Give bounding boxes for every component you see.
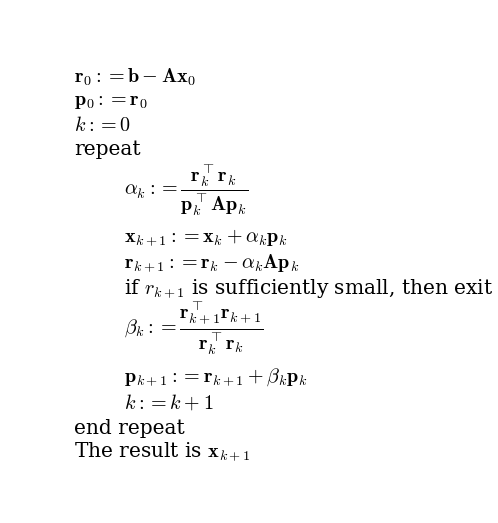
Text: $\alpha_k := \dfrac{\mathbf{r}_k^{\top}\mathbf{r}_k}{\mathbf{p}_k^{\top}\mathbf{: $\alpha_k := \dfrac{\mathbf{r}_k^{\top}\… [124,162,248,218]
Text: if $r_{k+1}$ is sufficiently small, then exit loop: if $r_{k+1}$ is sufficiently small, then… [124,277,498,300]
Text: $\beta_k := \dfrac{\mathbf{r}_{k+1}^{\top}\mathbf{r}_{k+1}}{\mathbf{r}_k^{\top}\: $\beta_k := \dfrac{\mathbf{r}_{k+1}^{\to… [124,300,263,357]
Text: $k := k + 1$: $k := k + 1$ [124,393,214,413]
Text: The result is $\mathbf{x}_{k+1}$: The result is $\mathbf{x}_{k+1}$ [74,441,250,463]
Text: $\mathbf{r}_0 := \mathbf{b} - \mathbf{A}\mathbf{x}_0$: $\mathbf{r}_0 := \mathbf{b} - \mathbf{A}… [74,66,196,87]
Text: $k := 0$: $k := 0$ [74,116,131,135]
Text: $\mathbf{x}_{k+1} := \mathbf{x}_k + \alpha_k\mathbf{p}_k$: $\mathbf{x}_{k+1} := \mathbf{x}_k + \alp… [124,228,288,248]
Text: $\mathbf{p}_{k+1} := \mathbf{r}_{k+1} + \beta_k\mathbf{p}_k$: $\mathbf{p}_{k+1} := \mathbf{r}_{k+1} + … [124,367,308,389]
Text: $\mathbf{p}_0 := \mathbf{r}_0$: $\mathbf{p}_0 := \mathbf{r}_0$ [74,92,147,110]
Text: repeat: repeat [74,140,140,159]
Text: end repeat: end repeat [74,418,185,438]
Text: $\mathbf{r}_{k+1} := \mathbf{r}_k - \alpha_k\mathbf{A}\mathbf{p}_k$: $\mathbf{r}_{k+1} := \mathbf{r}_k - \alp… [124,253,299,274]
